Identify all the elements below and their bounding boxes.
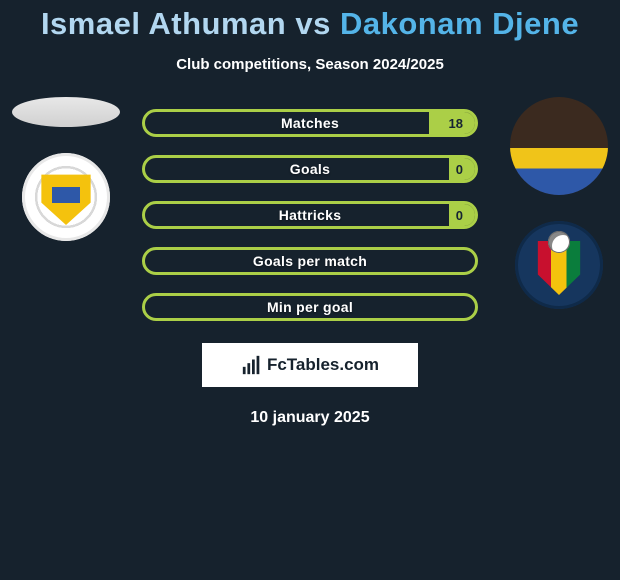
brand-box: FcTables.com (202, 343, 418, 387)
bars-chart-icon (241, 354, 263, 376)
ball-icon (548, 231, 570, 253)
stat-bar: Matches18 (142, 109, 478, 137)
title-vs: vs (295, 6, 330, 41)
stat-bar: Min per goal (142, 293, 478, 321)
bar-label: Goals per match (145, 250, 475, 272)
bar-label: Matches (145, 112, 475, 134)
brand-text: FcTables.com (267, 355, 379, 375)
title-player1: Ismael Athuman (41, 6, 286, 41)
root: Ismael Athuman vs Dakonam Djene Club com… (0, 0, 620, 427)
player1-club-badge (22, 153, 110, 241)
player1-avatar (12, 97, 120, 127)
stat-bar: Hattricks0 (142, 201, 478, 229)
left-column (12, 97, 120, 241)
bar-label: Hattricks (145, 204, 475, 226)
stat-bar: Goals0 (142, 155, 478, 183)
bar-value-right: 18 (437, 112, 475, 134)
date-text: 10 january 2025 (250, 409, 369, 427)
bar-label: Goals (145, 158, 475, 180)
title-player2: Dakonam Djene (340, 6, 579, 41)
player2-club-badge (515, 221, 603, 309)
compare-area: Matches18Goals0Hattricks0Goals per match… (0, 109, 620, 427)
bar-label: Min per goal (145, 296, 475, 318)
stat-bars: Matches18Goals0Hattricks0Goals per match… (142, 109, 478, 321)
page-title: Ismael Athuman vs Dakonam Djene (41, 6, 579, 42)
subtitle: Club competitions, Season 2024/2025 (176, 56, 444, 73)
bar-value-right: 0 (444, 158, 475, 180)
stat-bar: Goals per match (142, 247, 478, 275)
player2-avatar (510, 97, 608, 195)
right-column (510, 97, 608, 309)
bar-value-right: 0 (444, 204, 475, 226)
